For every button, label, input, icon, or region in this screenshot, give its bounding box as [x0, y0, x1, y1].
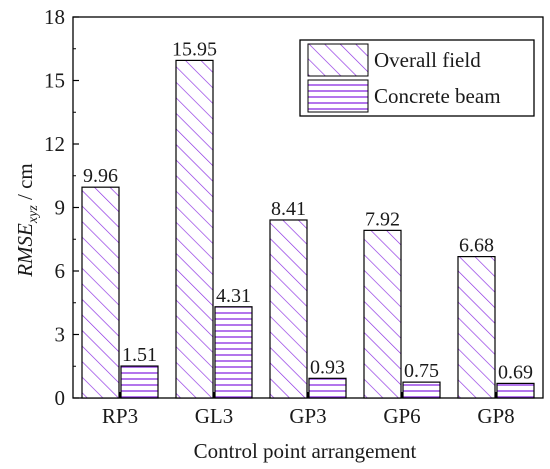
y-axis-label-main: RMSE	[13, 223, 37, 278]
data-label: 0.75	[404, 360, 439, 382]
y-tick-label: 18	[44, 5, 65, 29]
y-tick-label: 6	[55, 259, 66, 283]
bar-concrete-beam	[402, 381, 441, 399]
x-tick-label: GP6	[383, 404, 420, 428]
y-axis-label-sub: xyz	[26, 205, 41, 224]
data-label: 8.41	[271, 198, 306, 220]
bar-concrete-beam	[120, 365, 159, 399]
x-tick-label: GP3	[289, 404, 326, 428]
y-tick-label: 0	[55, 386, 66, 410]
plot-layer: 0 3 6 9 12 15 18 RP3 9.96 1.51 GL3 15.95 4.31 GP3 8.41…	[44, 5, 544, 428]
y-tick-label: 12	[44, 132, 65, 156]
legend: Overall field Concrete beam	[299, 39, 535, 117]
y-tick-label: 3	[55, 323, 66, 347]
x-axis-label: Control point arrangement	[194, 439, 417, 463]
bar-overall-field	[81, 186, 120, 399]
bar-overall-field	[175, 59, 214, 399]
bar-concrete-beam	[496, 382, 535, 399]
bar-overall-field	[363, 229, 402, 399]
legend-label-overall-field: Overall field	[374, 48, 481, 72]
y-axis-label-unit: / cm	[13, 163, 37, 205]
bar-concrete-beam	[308, 377, 347, 399]
x-tick-label: RP3	[102, 404, 138, 428]
bar-concrete-beam	[214, 306, 253, 399]
bar-overall-field	[457, 256, 496, 399]
x-tick-label: GL3	[195, 404, 234, 428]
y-tick-label: 9	[55, 196, 66, 220]
data-label: 7.92	[365, 208, 400, 230]
data-label: 9.96	[83, 165, 118, 187]
data-label: 15.95	[172, 38, 217, 60]
x-tick-label: GP8	[477, 404, 514, 428]
data-label: 6.68	[459, 235, 494, 257]
legend-swatch-overall-field	[307, 43, 369, 77]
legend-swatch-concrete-beam	[307, 79, 369, 113]
data-label: 1.51	[122, 344, 157, 366]
data-label: 4.31	[216, 285, 251, 307]
legend-label-concrete-beam: Concrete beam	[374, 84, 501, 108]
y-axis-label: RMSExyz / cm	[13, 163, 41, 278]
data-label: 0.93	[310, 356, 345, 378]
y-tick-label: 15	[44, 69, 65, 93]
data-label: 0.69	[498, 361, 533, 383]
bar-overall-field	[269, 219, 308, 399]
